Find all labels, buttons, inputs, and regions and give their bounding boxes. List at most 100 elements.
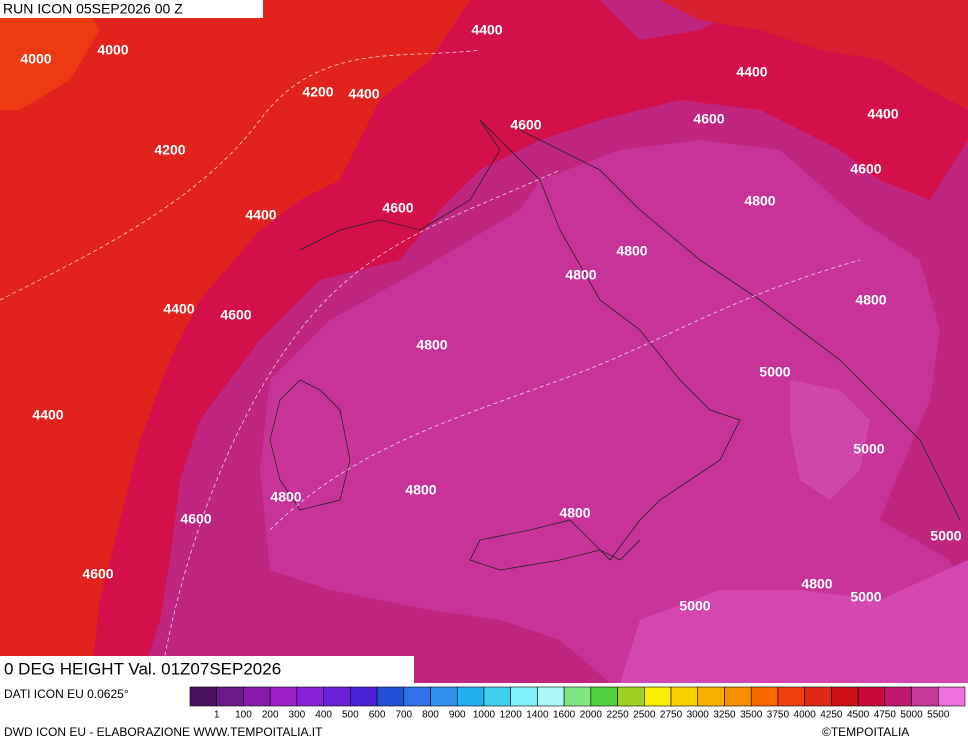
colorbar-swatch (216, 686, 244, 707)
colorbar: 1 100 200 300 400 500 600 700 800 900 1000 1200 1400… (189, 686, 966, 721)
colorbar-label: 3750 (767, 710, 790, 721)
colorbar-label: 1400 (526, 710, 549, 721)
colorbar-label: 100 (235, 710, 252, 721)
contour-label: 4600 (220, 307, 251, 323)
colorbar-label: 2500 (633, 710, 656, 721)
colorbar-swatch (456, 686, 485, 707)
pink-zone-balkan (790, 380, 870, 500)
contour-label: 4800 (270, 489, 301, 505)
contour-line (0, 49, 481, 301)
colorbar-label: 1600 (553, 710, 576, 721)
contour-label: 4600 (510, 117, 541, 133)
field-label: 0 DEG HEIGHT Val. 01Z07SEP2026 (4, 659, 281, 678)
contour-label: 4400 (163, 301, 194, 317)
contour-label: 4600 (382, 200, 413, 216)
contour-label: 4600 (850, 161, 881, 177)
colorbar-label: 300 (289, 710, 306, 721)
run-label: RUN ICON 05SEP2026 00 Z (3, 1, 183, 17)
contour-label: 5000 (679, 598, 710, 614)
colorbar-label: 2000 (580, 710, 603, 721)
contour-label: 4600 (180, 511, 211, 527)
colorbar-label: 600 (369, 710, 386, 721)
contour-line (159, 169, 561, 684)
colorbar-label: 1000 (473, 710, 496, 721)
colorbar-swatch (750, 686, 779, 707)
colorbar-label: 4500 (847, 710, 870, 721)
copyright-label: ©TEMPOITALIA (822, 725, 909, 739)
colorbar-swatch (269, 686, 298, 707)
colorbar-label: 200 (262, 710, 279, 721)
contour-label: 4800 (744, 193, 775, 209)
red-zone (0, 0, 470, 683)
colorbar-swatch (296, 686, 324, 707)
contour-label: 4200 (302, 84, 333, 100)
colorbar-label: 3250 (713, 710, 736, 721)
colorbar-label: 900 (449, 710, 466, 721)
contour-label: 4000 (20, 51, 51, 67)
contour-label: 4800 (565, 267, 596, 283)
colorbar-swatch (937, 686, 966, 707)
colorbar-swatch (350, 686, 378, 707)
colorbar-label: 1200 (500, 710, 523, 721)
light-magenta-zone (260, 140, 968, 683)
contour-label: 4800 (855, 292, 886, 308)
contour-label: 4400 (471, 22, 502, 38)
orange-zone (0, 0, 100, 110)
colorbar-swatch (430, 686, 458, 707)
colorbar-swatch (617, 686, 645, 707)
contour-label: 4400 (32, 407, 63, 423)
contour-label: 4200 (154, 142, 185, 158)
contour-label: 4400 (245, 207, 276, 223)
colorbar-swatch (831, 686, 859, 707)
colorbar-swatch (483, 686, 511, 707)
contour-label: 4800 (416, 337, 447, 353)
colorbar-swatch (189, 686, 218, 707)
colorbar-swatch (243, 686, 271, 707)
contour-label: 4400 (348, 86, 379, 102)
colorbar-swatch (697, 686, 725, 707)
colorbar-label: 2250 (606, 710, 629, 721)
colorbar-label: 800 (422, 710, 439, 721)
colorbar-label: 500 (342, 710, 359, 721)
contour-label: 4800 (405, 482, 436, 498)
contour-label: 4600 (82, 566, 113, 582)
colorbar-swatch (777, 686, 805, 707)
colorbar-label: 3500 (740, 710, 763, 721)
coastline-island (269, 379, 351, 511)
contour-label: 4400 (867, 106, 898, 122)
credit-label: DWD ICON EU - ELABORAZIONE WWW.TEMPOITAL… (4, 725, 323, 739)
colorbar-swatch (804, 686, 832, 707)
colorbar-swatch (563, 686, 592, 707)
colorbar-swatch (376, 686, 405, 707)
run-box (0, 0, 263, 18)
contour-label: 4800 (559, 505, 590, 521)
colorbar-label: 3000 (687, 710, 710, 721)
colorbar-swatch (403, 686, 431, 707)
contour-label: 5000 (850, 589, 881, 605)
colorbar-swatch (644, 686, 672, 707)
colorbar-label: 700 (395, 710, 412, 721)
contour-label: 4400 (736, 64, 767, 80)
coastline-east (519, 129, 961, 521)
contour-label: 4800 (801, 576, 832, 592)
contour-label: 4800 (616, 243, 647, 259)
map (0, 0, 968, 684)
field-box (0, 656, 414, 683)
contour-label: 5000 (930, 528, 961, 544)
colorbar-swatch (510, 686, 538, 707)
contour-label: 5000 (853, 441, 884, 457)
colorbar-swatch (537, 686, 565, 707)
contour-label: 4600 (693, 111, 724, 127)
colorbar-swatch (724, 686, 752, 707)
colorbar-label: 5000 (900, 710, 923, 721)
colorbar-swatch (857, 686, 886, 707)
colorbar-swatch (670, 686, 699, 707)
coastline (299, 119, 741, 571)
colorbar-label: 4250 (820, 710, 843, 721)
colorbar-label: 400 (315, 710, 332, 721)
colorbar-label: 4000 (794, 710, 817, 721)
contour-line (269, 259, 861, 531)
red-zone-ne (660, 0, 968, 110)
colorbar-label: 4750 (874, 710, 897, 721)
